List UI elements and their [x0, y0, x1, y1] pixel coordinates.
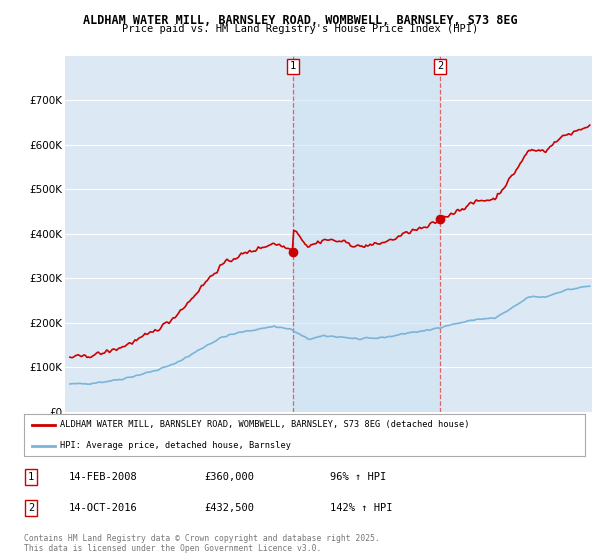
- Text: HPI: Average price, detached house, Barnsley: HPI: Average price, detached house, Barn…: [61, 441, 292, 450]
- Text: ALDHAM WATER MILL, BARNSLEY ROAD, WOMBWELL, BARNSLEY, S73 8EG: ALDHAM WATER MILL, BARNSLEY ROAD, WOMBWE…: [83, 14, 517, 27]
- Text: 1: 1: [28, 472, 34, 482]
- Text: 142% ↑ HPI: 142% ↑ HPI: [330, 503, 392, 513]
- Bar: [293, 56, 440, 412]
- Text: 2: 2: [28, 503, 34, 513]
- Text: Contains HM Land Registry data © Crown copyright and database right 2025.
This d: Contains HM Land Registry data © Crown c…: [24, 534, 380, 553]
- Text: 2: 2: [437, 62, 443, 71]
- Text: 14-OCT-2016: 14-OCT-2016: [69, 503, 138, 513]
- Text: 96% ↑ HPI: 96% ↑ HPI: [330, 472, 386, 482]
- Text: 1: 1: [290, 62, 296, 71]
- Text: £360,000: £360,000: [204, 472, 254, 482]
- Text: ALDHAM WATER MILL, BARNSLEY ROAD, WOMBWELL, BARNSLEY, S73 8EG (detached house): ALDHAM WATER MILL, BARNSLEY ROAD, WOMBWE…: [61, 421, 470, 430]
- Text: 14-FEB-2008: 14-FEB-2008: [69, 472, 138, 482]
- Text: Price paid vs. HM Land Registry's House Price Index (HPI): Price paid vs. HM Land Registry's House …: [122, 24, 478, 34]
- Text: £432,500: £432,500: [204, 503, 254, 513]
